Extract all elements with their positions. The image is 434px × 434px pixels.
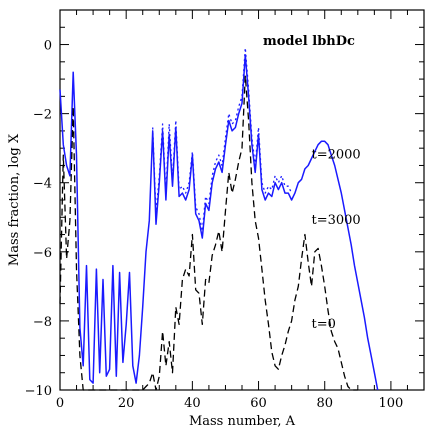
chart-title: model lbhDc [263,34,355,49]
y-tick-label: −10 [25,384,52,399]
x-tick-label: 80 [316,396,333,411]
y-tick-label: −6 [33,246,52,261]
curve-annotation: t=3000 [311,213,360,228]
curve-annotation: t=2000 [311,148,360,163]
y-tick-label: −2 [33,108,52,123]
x-tick-label: 0 [56,396,64,411]
curve-annotation: t=0 [311,317,335,332]
curve-annotations: t=2000 t=3000 t=0 [311,148,360,332]
x-axis-label: Mass number, A [189,414,296,429]
y-axis-label: Mass fraction, log X [7,133,22,266]
y-tick-label: −4 [33,177,52,192]
tick-labels: 0 20 40 60 80 100 0 −2 −4 −6 −8 −10 [25,39,404,411]
y-tick-label: 0 [44,39,52,54]
x-tick-label: 100 [378,396,403,411]
series-line-dotted [152,47,293,232]
x-tick-label: 20 [118,396,135,411]
y-tick-label: −8 [33,315,52,330]
x-tick-label: 60 [250,396,267,411]
x-tick-label: 40 [184,396,201,411]
series-layer [59,47,379,391]
series-line-solid [59,54,379,391]
